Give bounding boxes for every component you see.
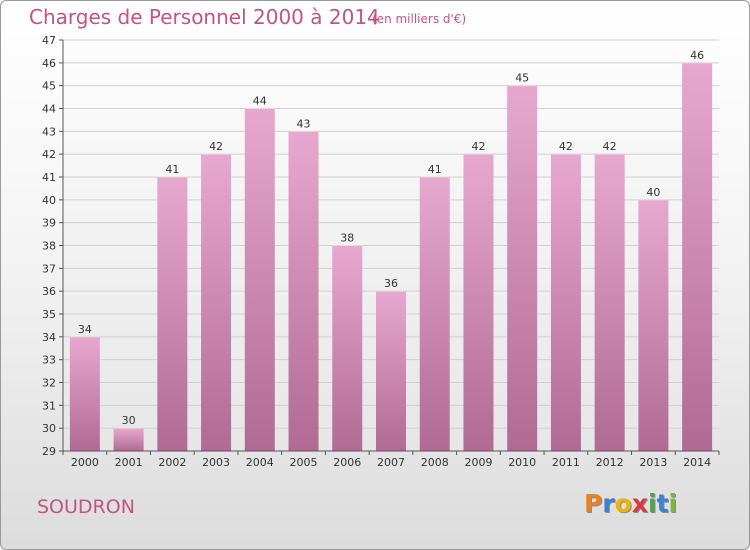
bar [288,131,319,452]
bar [113,428,144,451]
logo-letter: i [648,489,657,518]
bar-value-label: 41 [165,163,179,176]
bar [463,154,494,451]
x-tick-label: 2007 [377,456,405,469]
y-tick-label: 33 [42,354,56,367]
bar-value-label: 42 [559,140,573,153]
logo-letter: o [614,489,632,518]
commune-name: SOUDRON [37,496,135,518]
bar [550,154,581,451]
x-tick-label: 2011 [552,456,580,469]
y-tick-label: 41 [42,171,56,184]
bar [376,291,406,451]
bar-value-label: 42 [209,140,223,153]
x-tick-label: 2002 [158,456,186,469]
x-tick-label: 2010 [508,456,536,469]
y-tick-label: 47 [42,34,56,47]
x-tick-label: 2006 [333,456,361,469]
logo-letter: x [631,489,648,518]
y-tick-label: 46 [42,57,56,70]
y-tick-label: 38 [42,240,56,253]
x-tick-label: 2009 [464,456,492,469]
bar-value-label: 43 [297,117,311,130]
x-tick-label: 2014 [683,456,711,469]
logo-letter: t [656,489,669,518]
y-tick-label: 44 [42,103,56,116]
y-axis-ticks: 29 30 31 32 33 34 35 36 37 38 39 40 41 42 43 44 45 46 47 [42,34,63,458]
bar [332,245,363,451]
bar-value-label: 30 [122,414,136,427]
x-tick-label: 2004 [246,456,274,469]
y-tick-label: 36 [42,285,56,298]
logo-letter: i [668,489,678,518]
bar-value-label: 42 [603,140,617,153]
bar [69,336,100,451]
x-tick-label: 2001 [115,456,143,469]
x-tick-label: 2005 [290,456,318,469]
x-tick-label: 2012 [596,456,624,469]
bar-value-label: 40 [646,186,660,199]
y-tick-label: 43 [42,125,56,138]
bar-value-label: 42 [471,140,485,153]
chart-title: Charges de Personnel 2000 à 2014 [29,5,380,29]
proxiti-logo: Proxiti [584,489,677,518]
x-tick-label: 2008 [421,456,449,469]
bar-value-label: 46 [690,49,704,62]
y-tick-label: 39 [42,217,56,230]
logo-letter: r [602,489,615,518]
bar [507,85,538,452]
bar [201,154,232,451]
bar-value-label: 44 [253,95,267,108]
y-tick-label: 31 [42,399,56,412]
y-tick-label: 30 [42,422,56,435]
x-tick-label: 2000 [71,456,99,469]
y-tick-label: 45 [42,80,56,93]
y-tick-label: 34 [42,331,56,344]
y-tick-label: 29 [42,445,56,458]
y-tick-label: 35 [42,308,56,321]
bar [682,62,713,451]
bars-group [69,62,713,452]
bar [244,108,275,451]
bar [419,177,450,451]
y-tick-label: 37 [42,262,56,275]
bar [157,177,188,451]
chart-subtitle: (en milliers d'€) [372,12,467,26]
bar [594,154,625,451]
x-tick-label: 2003 [202,456,230,469]
bar-value-label: 41 [428,163,442,176]
bar-value-label: 38 [340,232,354,245]
y-tick-label: 32 [42,377,56,390]
bar [638,199,669,451]
bar-value-label: 36 [384,277,398,290]
x-axis-ticks: 2000 2001 2002 2003 2004 2005 2006 2007 2008 2009… [62,451,720,469]
logo-letter: P [584,489,603,518]
y-tick-label: 40 [42,194,56,207]
bar-value-label: 34 [78,323,92,336]
value-labels: 34 30 41 42 44 43 38 36 41 42 45 42 42 40 46 [78,49,704,427]
bar-value-label: 45 [515,72,529,85]
x-tick-label: 2013 [639,456,667,469]
y-tick-label: 42 [42,148,56,161]
